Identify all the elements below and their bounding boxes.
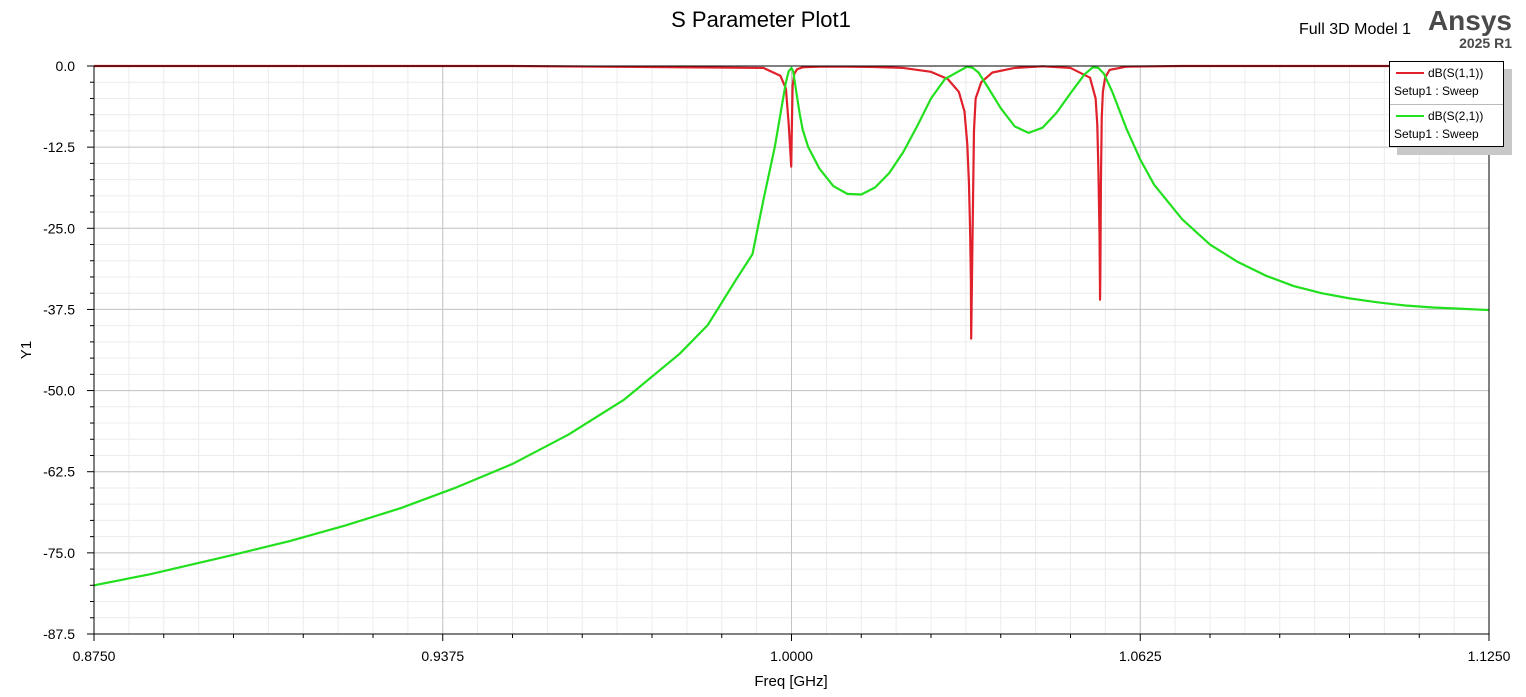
ansys-logo: Ansys	[1427, 5, 1512, 36]
y-tick-label: -75.0	[43, 545, 75, 561]
data-series	[93, 64, 1490, 587]
version-label: 2025 R1	[1459, 35, 1512, 51]
x-tick-label: 0.8750	[73, 648, 116, 664]
y-tick-label: -62.5	[43, 464, 75, 480]
s21-trace	[93, 65, 1490, 587]
plot-frame	[93, 65, 1490, 635]
y-tick-label: -87.5	[43, 626, 75, 642]
legend-entry-s21[interactable]: dB(S(2,1)) Setup1 : Sweep	[1390, 104, 1503, 147]
chart-title: S Parameter Plot1	[671, 7, 851, 32]
legend[interactable]: dB(S(1,1)) Setup1 : Sweep dB(S(2,1)) Set…	[1389, 61, 1504, 147]
legend-label-s21: dB(S(2,1))	[1428, 109, 1484, 123]
y-tick-label: -37.5	[43, 301, 75, 317]
x-tick-label: 1.0625	[1119, 648, 1162, 664]
x-tick-label: 1.0000	[770, 648, 813, 664]
legend-swatch-s11	[1396, 72, 1424, 74]
model-name: Full 3D Model 1	[1299, 21, 1412, 38]
x-tick-labels: 0.8750 0.9375 1.0000 1.0625 1.1250	[73, 648, 1511, 664]
axis-ticks	[87, 65, 1490, 641]
y-axis-label: Y1	[18, 341, 35, 359]
legend-entry-s11[interactable]: dB(S(1,1)) Setup1 : Sweep	[1390, 62, 1503, 104]
x-tick-label: 0.9375	[421, 648, 464, 664]
legend-label-s11: dB(S(1,1))	[1428, 66, 1484, 80]
x-tick-label: 1.1250	[1468, 648, 1511, 664]
y-tick-label: -12.5	[43, 139, 75, 155]
y-tick-label: -50.0	[43, 383, 75, 399]
x-axis-label: Freq [GHz]	[754, 673, 827, 690]
brand-block: Ansys 2025 R1	[1427, 5, 1512, 51]
s11-trace	[94, 64, 1489, 340]
legend-setup-s21: Setup1 : Sweep	[1394, 127, 1479, 141]
y-tick-label: -25.0	[43, 220, 75, 236]
legend-swatch-s21	[1396, 115, 1424, 117]
y-tick-labels: 0.0 -12.5 -25.0 -37.5 -50.0 -62.5 -75.0 -87.5	[43, 58, 75, 642]
y-tick-label: 0.0	[56, 58, 76, 74]
legend-setup-s11: Setup1 : Sweep	[1394, 84, 1479, 98]
